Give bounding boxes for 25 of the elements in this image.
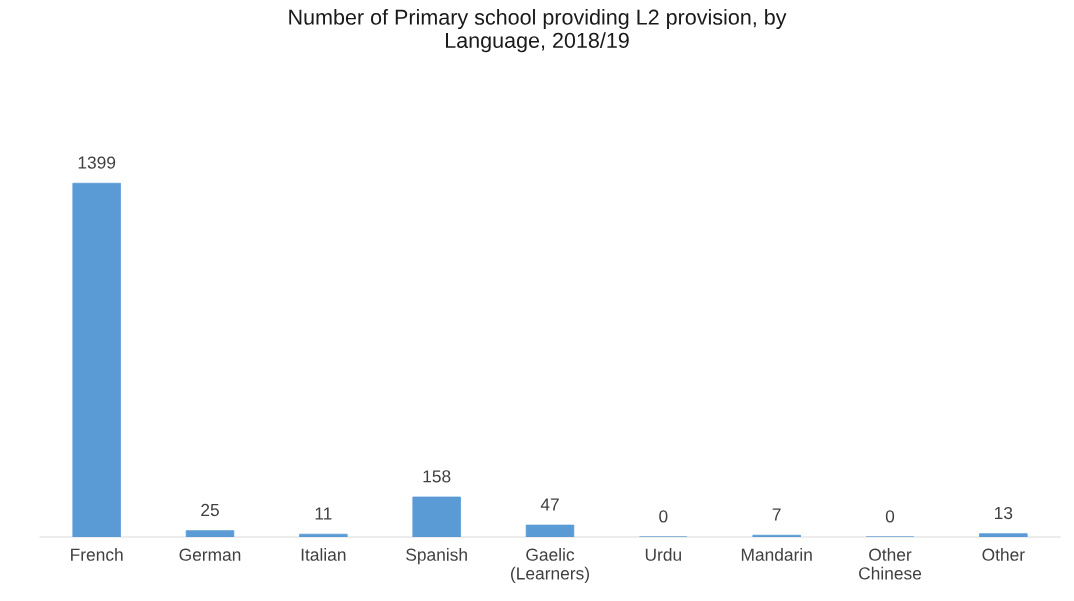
bar [299,533,348,537]
x-tick-label: German [179,548,241,561]
bar [185,530,235,537]
data-label: 13 [995,506,1013,520]
data-label: 11 [315,507,332,520]
x-tick-label: Other [982,548,1025,561]
data-label: 1399 [78,156,116,169]
data-label: 7 [772,508,781,521]
bar [979,533,1028,537]
x-tick-label: Urdu [645,548,681,561]
data-label: 25 [201,503,219,517]
x-tick-label: Gaelic (Learners) [511,548,589,583]
x-tick-label: Spanish [406,548,467,565]
chart-title: Number of Primary school providing L2 provision, by Language, 2018/19 [289,9,787,53]
bar [412,496,461,537]
data-label: 47 [540,498,559,511]
x-tick-label: Mandarin [741,548,812,561]
bar [525,524,575,537]
x-tick-label: French [71,548,123,561]
x-tick-label: Other Chinese [859,548,922,580]
x-tick-label: Italian [301,548,346,561]
data-label: 0 [659,510,668,523]
data-label: 158 [423,470,451,483]
data-label: 0 [885,510,895,523]
bar [72,182,121,537]
